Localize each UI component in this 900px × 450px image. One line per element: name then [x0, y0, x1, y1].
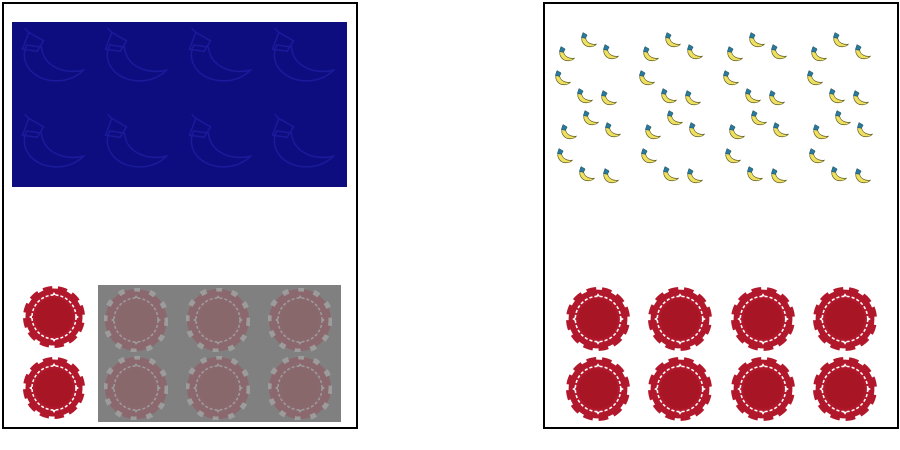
moon-icon: [812, 124, 829, 140]
poker-chip-icon: [565, 286, 631, 352]
moon-icon: [188, 113, 252, 168]
poker-chip-icon: [187, 357, 249, 419]
moon-icon: [830, 166, 847, 182]
moon-icon: [722, 70, 739, 86]
moon-icon: [642, 46, 659, 62]
covered-chip-grid: [98, 285, 341, 422]
moon-icon: [854, 44, 871, 60]
moon-icon: [21, 27, 85, 82]
moon-icon: [834, 110, 851, 126]
poker-chip-icon: [269, 357, 331, 419]
moon-icon: [770, 44, 787, 60]
moon-icon: [662, 166, 679, 182]
moon-icon: [660, 88, 677, 104]
moon-icon: [271, 27, 335, 82]
moon-icon: [686, 168, 703, 184]
poker-chip-icon: [812, 356, 878, 422]
poker-chip-icon: [812, 286, 878, 352]
poker-chip-icon: [647, 356, 713, 422]
moon-icon: [772, 122, 789, 138]
panel-right: [543, 2, 899, 429]
moon-icon: [852, 90, 869, 106]
moon-icon: [580, 32, 597, 48]
poker-chip-icon: [22, 285, 86, 349]
moon-icon: [104, 113, 168, 168]
poker-chip-icon: [105, 289, 167, 351]
moon-icon: [684, 90, 701, 106]
moon-icon: [768, 90, 785, 106]
moon-icon: [602, 44, 619, 60]
moon-icon: [188, 27, 252, 82]
moon-icon: [104, 27, 168, 82]
moon-icon: [854, 168, 871, 184]
moon-icon: [578, 166, 595, 182]
moon-icon: [560, 124, 577, 140]
moon-icon: [688, 122, 705, 138]
poker-chip-icon: [269, 289, 331, 351]
moon-icon: [770, 168, 787, 184]
poker-chip-icon: [187, 289, 249, 351]
moon-icon: [602, 168, 619, 184]
moon-icon: [554, 70, 571, 86]
poker-chip-icon: [730, 356, 796, 422]
moon-icon: [576, 88, 593, 104]
moon-icon: [21, 113, 85, 168]
moon-icon: [810, 46, 827, 62]
moon-icon: [726, 46, 743, 62]
panel-left: [2, 2, 358, 429]
poker-chip-icon: [105, 357, 167, 419]
moon-icon: [746, 166, 763, 182]
moon-icon: [644, 124, 661, 140]
moon-icon: [640, 148, 657, 164]
moon-icon: [638, 70, 655, 86]
moon-icon: [744, 88, 761, 104]
moon-icon: [582, 110, 599, 126]
moon-icon: [750, 110, 767, 126]
moon-icon: [856, 122, 873, 138]
moon-icon: [724, 148, 741, 164]
moon-icon: [604, 122, 621, 138]
poker-chip-icon: [565, 356, 631, 422]
moon-icon: [600, 90, 617, 106]
moon-icon: [808, 148, 825, 164]
poker-chip-icon: [647, 286, 713, 352]
moon-icon: [748, 32, 765, 48]
moon-icon: [558, 46, 575, 62]
moon-icon: [556, 148, 573, 164]
blue-block: [12, 22, 347, 187]
moon-icon: [806, 70, 823, 86]
moon-icon: [271, 113, 335, 168]
moon-icon: [728, 124, 745, 140]
moon-icon: [666, 110, 683, 126]
moon-icon: [832, 32, 849, 48]
moon-field: [554, 32, 873, 184]
moon-icon: [828, 88, 845, 104]
moon-icon: [664, 32, 681, 48]
poker-chip-icon: [22, 356, 86, 420]
poker-chip-icon: [730, 286, 796, 352]
dim-moon-grid: [21, 27, 335, 168]
gray-block: [98, 285, 341, 422]
moon-icon: [686, 44, 703, 60]
